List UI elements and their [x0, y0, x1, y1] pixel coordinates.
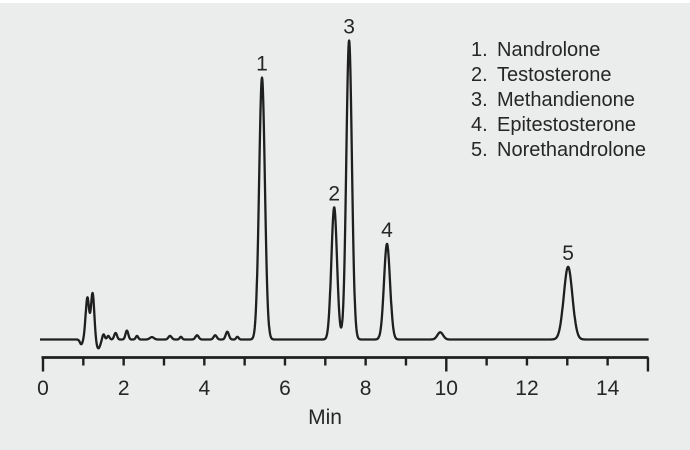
chromatogram-trace	[39, 39, 650, 350]
peak-number-label: 2	[328, 182, 340, 205]
legend-item-name: Norethandrolone	[497, 139, 646, 161]
x-axis-tick-label: 0	[37, 377, 49, 400]
legend-item-name: Epitestosterone	[497, 114, 636, 136]
peak-number-label: 5	[562, 242, 574, 265]
x-axis-tick-label: 4	[198, 377, 210, 400]
x-axis-tick-label: 14	[596, 377, 620, 400]
peak-number-label: 4	[381, 219, 393, 242]
legend-item-number: 5.	[471, 139, 488, 161]
peak-number-label: 1	[256, 53, 268, 76]
legend-item-epitestosterone: 4. Epitestosterone	[471, 113, 646, 138]
legend-item-name: Testosterone	[497, 64, 612, 86]
x-axis-tick-labels: 0 2 4 6 8 10 12 14	[37, 377, 619, 400]
x-axis-tick-label: 8	[360, 377, 372, 400]
x-axis	[41, 356, 650, 372]
x-axis-tick-label: 2	[118, 377, 130, 400]
legend-item-norethandrolone: 5. Norethandrolone	[471, 138, 646, 163]
peak-legend: 1. Nandrolone 2. Testosterone 3. Methandienon…	[471, 38, 646, 163]
legend-item-name: Nandrolone	[497, 39, 601, 61]
legend-item-testosterone: 2. Testosterone	[471, 63, 646, 88]
x-axis-tick-label: 6	[279, 377, 291, 400]
legend-item-number: 4.	[471, 114, 488, 136]
legend-item-name: Methandienone	[497, 89, 635, 111]
x-axis-tick-label: 10	[435, 377, 458, 400]
top-edge-strip	[0, 0, 690, 3]
legend-item-methandienone: 3. Methandienone	[471, 88, 646, 113]
peak-number-labels: 1 2 3 4 5	[256, 16, 574, 265]
legend-item-number: 1.	[471, 39, 488, 61]
x-axis-tick-label: 12	[515, 377, 538, 400]
legend-item-number: 2.	[471, 64, 488, 86]
legend-item-number: 3.	[471, 89, 488, 111]
x-axis-label: Min	[308, 406, 342, 429]
legend-item-nandrolone: 1. Nandrolone	[471, 38, 646, 63]
peak-number-label: 3	[343, 16, 355, 39]
